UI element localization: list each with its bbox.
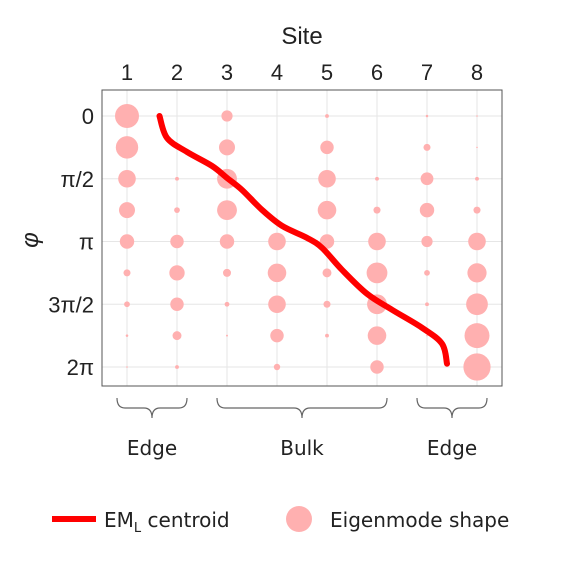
eigenmode-dot [467,263,487,283]
eigenmode-dot [424,269,430,276]
eigenmode-dot [317,200,337,220]
y-axis-label: φ [17,232,44,248]
eigenmode-dot [267,263,287,283]
eigenmode-dot [115,136,139,159]
x-tick-label: 2 [171,60,183,85]
eigenmode-dot [325,333,329,338]
eigenmode-dot [318,169,336,188]
eigenmode-dot [475,176,479,181]
eigenmode-dot [368,232,386,251]
legend-centroid-main: EM [104,508,134,532]
eigenmode-dot [476,146,478,149]
eigenmode-dot [367,326,387,345]
centroid-curve [156,113,450,367]
eigenmode-dot [268,232,286,251]
eigenmode-dot [124,301,130,308]
eigenmode-dot [219,234,235,249]
group-brace [416,397,488,419]
eigenmode-dot [426,334,428,337]
legend: EML centroid Eigenmode shape [52,506,509,536]
eigenmode-dot [273,363,281,371]
eigenmode-dot [170,234,184,249]
eigenmode-dot [221,110,233,122]
eigenmode-dot [375,176,379,181]
y-tick-label: π [79,230,94,255]
eigenmode-dot [115,104,139,128]
x-axis-label: Site [281,23,322,50]
eigenmode-dot [420,172,434,186]
eigenmode-dot [268,295,286,314]
eigenmode-dot [421,235,433,248]
eigenmode-dot [366,262,388,284]
x-tick-label: 3 [221,60,233,85]
x-tick-label: 1 [121,60,133,85]
eigenmode-dot [123,269,131,277]
eigenmode-dot [466,293,488,316]
eigenmode-dot [175,365,179,369]
eigenmode-dot [463,353,491,381]
plot-frame [101,89,503,387]
group-label: Edge [127,436,177,460]
legend-centroid-rest: centroid [141,508,229,532]
eigenmode-dot [217,200,237,221]
legend-marker-swatch [286,506,312,532]
eigenmode-dot [425,302,429,307]
eigenmode-dot [320,140,334,155]
eigenmode-dot [174,207,180,214]
eigenmode-dot [425,114,429,118]
site-groups: Edge Bulk Edge [116,397,488,460]
eigenmode-dot [226,334,228,337]
legend-centroid-label: EML centroid [104,508,230,536]
x-tick-label: 8 [471,60,483,85]
eigenmode-dot [223,268,231,277]
eigenmode-dot [172,331,182,341]
y-tick-labels: 0 π/2 π 3π/2 2π [48,104,94,380]
eigenmode-dot [373,206,381,214]
group-label: Edge [427,436,477,460]
eigenmode-dot [170,297,184,311]
eigenmode-dot [126,366,128,368]
eigenmode-dot [224,301,230,307]
eigenmode-dot [219,139,235,156]
group-label: Bulk [280,436,324,460]
group-brace [216,397,388,419]
eigenmode-dot [119,202,135,219]
eigenmode-dot [423,143,431,151]
x-tick-label: 7 [421,60,433,85]
legend-eigenmode-label: Eigenmode shape [330,508,509,532]
eigenmode-dot [419,202,435,218]
eigenmode-dot [325,114,329,118]
legend-centroid-sub: L [134,521,142,536]
eigenmode-dot [169,265,185,281]
eigenmode-dot [468,232,486,251]
group-brace [116,397,188,419]
eigenmode-dot [323,300,331,308]
eigenmode-dot [125,334,129,337]
x-tick-label: 5 [321,60,333,85]
eigenmode-dot [119,234,135,249]
eigenmode-dot [370,360,384,374]
eigenmode-dot [118,169,136,188]
eigenmode-dot [473,206,481,214]
eigenmode-dot [175,176,179,181]
x-tick-label: 6 [371,60,383,85]
eigenmode-dot [476,115,478,117]
y-tick-label: π/2 [60,167,94,192]
y-tick-label: 0 [82,104,94,129]
x-tick-labels: 1 2 3 4 5 6 7 8 [121,60,483,85]
eigenmode-markers [115,104,491,381]
y-tick-label: 3π/2 [48,292,94,317]
y-tick-label: 2π [67,355,94,380]
eigenmode-dot [322,268,332,278]
x-tick-label: 4 [271,60,283,85]
eigenmode-dot [270,328,284,343]
eigenmode-dot [464,323,490,349]
